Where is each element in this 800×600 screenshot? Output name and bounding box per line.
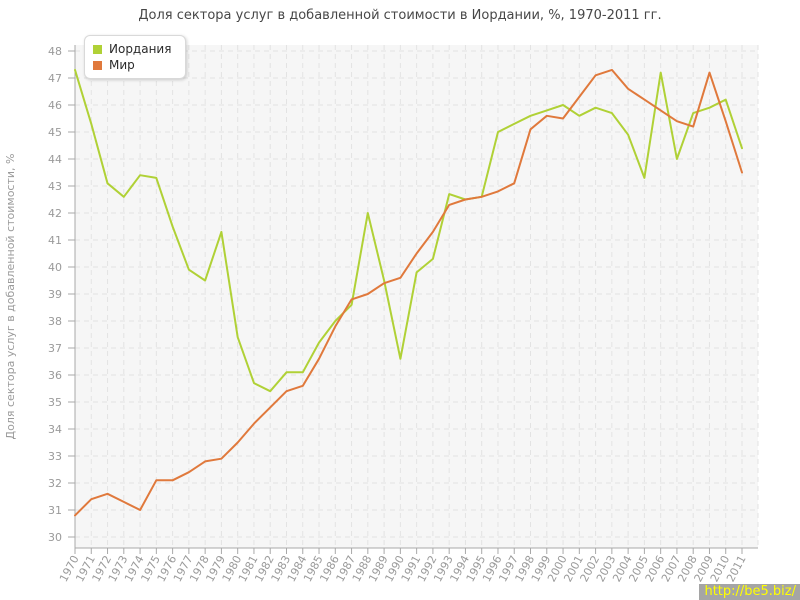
y-tick-label: 38: [48, 315, 62, 328]
legend-item-jordan[interactable]: Иордания: [93, 41, 171, 57]
y-tick-label: 31: [48, 504, 62, 517]
y-tick-label: 34: [48, 423, 62, 436]
y-tick-label: 35: [48, 396, 62, 409]
y-tick-label: 36: [48, 369, 62, 382]
y-tick-label: 43: [48, 180, 62, 193]
y-tick-label: 40: [48, 261, 62, 274]
world-series-line: [74, 68, 743, 517]
legend-label-jordan: Иордания: [109, 42, 172, 56]
legend: Иордания Мир: [84, 35, 187, 79]
y-tick-label: 37: [48, 342, 62, 355]
y-tick-label: 46: [48, 99, 62, 112]
watermark-link[interactable]: http://be5.biz/: [699, 584, 800, 600]
world-series-swatch: [93, 60, 102, 70]
y-tick-label: 42: [48, 207, 62, 220]
y-tick-label: 30: [48, 531, 62, 544]
jordan-series-line: [74, 68, 743, 393]
y-axis-title: Доля сектора услуг в добавленной стоимос…: [4, 154, 17, 440]
y-tick-label: 48: [48, 45, 62, 58]
y-tick-label: 41: [48, 234, 62, 247]
legend-item-world[interactable]: Мир: [93, 57, 171, 73]
y-tick-label: 39: [48, 288, 62, 301]
y-tick-label: 44: [48, 153, 62, 166]
y-tick-label: 47: [48, 72, 62, 85]
legend-label-world: Мир: [109, 58, 135, 72]
y-tick-label: 32: [48, 477, 62, 490]
jordan-series-swatch: [93, 44, 102, 54]
y-tick-label: 33: [48, 450, 62, 463]
chart-title: Доля сектора услуг в добавленной стоимос…: [138, 8, 662, 23]
y-tick-label: 45: [48, 126, 62, 139]
